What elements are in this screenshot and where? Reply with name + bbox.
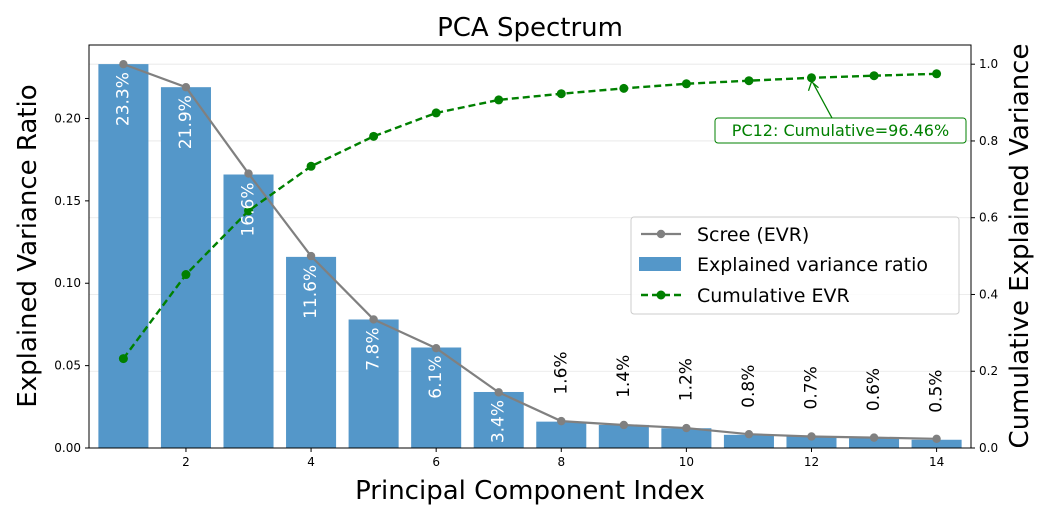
cumulative-point-4 xyxy=(306,161,316,171)
y2-axis-title: Cumulative Explained Variance xyxy=(1005,44,1035,449)
cumulative-point-9 xyxy=(619,83,629,93)
legend-label-scree: Scree (EVR) xyxy=(697,224,809,246)
x-tick-label: 4 xyxy=(307,455,315,469)
bars xyxy=(98,64,962,448)
bar-5 xyxy=(348,319,399,448)
y-tick-label: 0.15 xyxy=(54,194,81,208)
scree-point-13 xyxy=(869,433,879,442)
bar-4 xyxy=(286,256,337,448)
legend-bar-swatch xyxy=(639,257,681,271)
scree-point-6 xyxy=(431,344,441,353)
y2-tick-label: 0.4 xyxy=(979,287,998,301)
bar-3 xyxy=(223,174,274,448)
scree-point-9 xyxy=(619,420,629,430)
bar-6 xyxy=(411,347,462,448)
legend-label-cumulative: Cumulative EVR xyxy=(697,285,850,307)
x-tick-label: 10 xyxy=(679,455,694,469)
bar-14 xyxy=(911,439,962,448)
annotation-text: PC12: Cumulative=96.46% xyxy=(732,121,949,140)
scree-point-3 xyxy=(244,169,253,178)
cumulative-point-14 xyxy=(932,69,942,79)
bar-label-10: 1.2% xyxy=(676,358,696,401)
scree-point-2 xyxy=(181,83,191,92)
bar-label-2: 21.9% xyxy=(176,95,196,149)
x-tick-label: 8 xyxy=(557,455,565,469)
axis-ticks: 2 4 6 8 10 12 14 0.00 0.05 0.10 0.15 0.20 0.0 0.2 0.4 0… xyxy=(54,57,998,469)
scree-point-12 xyxy=(807,432,816,441)
scree-point-5 xyxy=(369,315,378,324)
bar-2 xyxy=(160,87,211,448)
y-axis-title: Explained Variance Ratio xyxy=(13,84,43,407)
y-tick-label: 0.10 xyxy=(54,276,81,290)
bar-11 xyxy=(723,434,774,448)
scree-point-7 xyxy=(494,388,503,397)
bar-labels: 23.3% 21.9% 16.6% 11.6% 7.8% 6.1% 3.4% 1.6% 1.4%… xyxy=(113,72,946,443)
bar-label-4: 11.6% xyxy=(301,265,321,319)
legend: Scree (EVR) Explained variance ratio Cumul… xyxy=(630,216,960,315)
bar-label-6: 6.1% xyxy=(426,355,446,398)
cumulative-point-6 xyxy=(431,108,441,118)
bar-10 xyxy=(661,428,712,448)
x-tick-label: 6 xyxy=(432,455,440,469)
bar-label-8: 1.6% xyxy=(551,351,571,394)
x-tick-label: 2 xyxy=(182,455,190,469)
cumulative-point-10 xyxy=(681,79,691,89)
scree-point-14 xyxy=(932,434,941,443)
annotation-arrow-line xyxy=(812,83,833,119)
bar-label-11: 0.8% xyxy=(739,365,759,408)
cumulative-line xyxy=(122,72,937,360)
cumulative-point-11 xyxy=(744,76,754,86)
annotation-box xyxy=(714,117,967,144)
y-tick-label: 0.00 xyxy=(54,441,81,455)
annotation-arrowhead xyxy=(807,81,819,91)
cumulative-point-8 xyxy=(556,89,566,99)
scree-point-4 xyxy=(306,251,316,261)
plot-frame xyxy=(88,44,972,449)
y-tick-label: 0.05 xyxy=(54,359,81,373)
y-tick-label: 0.20 xyxy=(54,111,81,125)
x-tick-label: 14 xyxy=(929,455,944,469)
bar-12 xyxy=(786,436,837,448)
bar-1 xyxy=(98,64,149,448)
cumulative-point-1 xyxy=(118,354,128,364)
x-tick-label: 12 xyxy=(804,455,819,469)
cumulative-point-13 xyxy=(869,71,879,81)
bar-7 xyxy=(473,391,524,448)
bar-label-13: 0.6% xyxy=(864,368,884,411)
bar-label-5: 7.8% xyxy=(364,327,384,370)
cumulative-point-5 xyxy=(369,131,379,141)
bar-9 xyxy=(598,424,649,448)
legend-cumulative-marker xyxy=(656,290,666,300)
bar-13 xyxy=(849,438,900,448)
scree-line xyxy=(123,63,937,440)
y2-tick-label: 0.0 xyxy=(979,441,998,455)
bar-label-12: 0.7% xyxy=(801,366,821,409)
chart-title: PCA Spectrum xyxy=(437,13,623,43)
y2-tick-label: 0.8 xyxy=(979,134,998,148)
cumulative-point-7 xyxy=(494,95,504,105)
scree-point-8 xyxy=(557,416,566,426)
legend-label-bars: Explained variance ratio xyxy=(697,254,928,276)
scree-point-10 xyxy=(682,423,691,433)
y2-tick-label: 0.2 xyxy=(979,364,998,378)
x-axis-title: Principal Component Index xyxy=(355,476,705,506)
lines xyxy=(118,59,942,443)
bar-8 xyxy=(536,421,587,448)
bar-label-3: 16.6% xyxy=(239,183,259,237)
bar-label-7: 3.4% xyxy=(489,400,509,443)
y2-tick-label: 0.6 xyxy=(979,211,998,225)
legend-scree-marker xyxy=(656,229,666,239)
annotation: PC12: Cumulative=96.46% xyxy=(714,81,967,144)
scree-point-11 xyxy=(744,429,754,439)
cumulative-point-12 xyxy=(806,73,816,83)
cumulative-point-2 xyxy=(181,270,191,280)
scree-point-1 xyxy=(119,59,128,69)
bar-label-1: 23.3% xyxy=(113,72,133,126)
cumulative-point-3 xyxy=(244,206,254,216)
legend-box xyxy=(630,216,960,315)
bar-label-14: 0.5% xyxy=(927,370,947,413)
y2-tick-label: 1.0 xyxy=(979,57,998,71)
bar-label-9: 1.4% xyxy=(614,355,634,398)
